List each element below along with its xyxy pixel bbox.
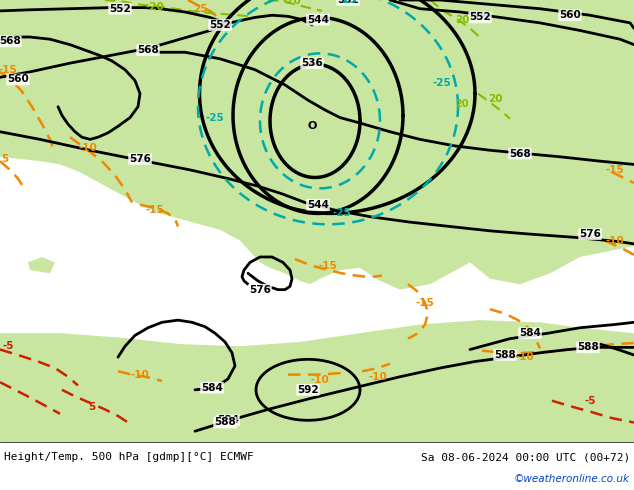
Text: -15: -15 — [319, 261, 337, 270]
Polygon shape — [28, 257, 55, 273]
Text: 552: 552 — [209, 20, 231, 30]
Text: -20: -20 — [146, 1, 164, 12]
Polygon shape — [12, 26, 32, 45]
Text: 552: 552 — [469, 12, 491, 23]
Text: 584: 584 — [217, 416, 239, 425]
Text: -5: -5 — [585, 396, 596, 406]
Text: 544: 544 — [307, 15, 329, 24]
Text: 544: 544 — [307, 200, 329, 210]
Text: 552: 552 — [337, 0, 359, 5]
Text: 584: 584 — [201, 383, 223, 392]
Text: 588: 588 — [214, 417, 236, 427]
Text: O: O — [307, 122, 317, 131]
Text: 568: 568 — [137, 45, 159, 55]
Text: 588: 588 — [577, 343, 599, 352]
Text: 576: 576 — [129, 154, 151, 164]
Text: Height/Temp. 500 hPa [gdmp][°C] ECMWF: Height/Temp. 500 hPa [gdmp][°C] ECMWF — [4, 452, 254, 463]
Text: -15: -15 — [0, 65, 17, 74]
Text: -25: -25 — [333, 208, 351, 219]
Text: 20: 20 — [455, 98, 469, 109]
Text: 568: 568 — [509, 148, 531, 159]
Text: 536: 536 — [301, 58, 323, 68]
Text: -15: -15 — [605, 165, 624, 175]
Text: 20: 20 — [488, 94, 502, 104]
Text: 5: 5 — [1, 154, 9, 164]
Text: 584: 584 — [519, 328, 541, 338]
Text: 552: 552 — [109, 4, 131, 14]
Text: 25: 25 — [193, 4, 207, 14]
Text: 588: 588 — [494, 350, 516, 360]
Text: 592: 592 — [297, 385, 319, 395]
Text: -25: -25 — [339, 0, 358, 5]
Text: 576: 576 — [579, 229, 601, 239]
Text: -15: -15 — [146, 205, 164, 215]
Text: -10: -10 — [515, 352, 534, 362]
Text: -10: -10 — [131, 369, 150, 380]
Text: -10: -10 — [368, 372, 387, 382]
Text: -10: -10 — [79, 143, 98, 153]
Text: -25: -25 — [432, 78, 451, 88]
Text: 5: 5 — [88, 402, 96, 412]
Text: Sa 08-06-2024 00:00 UTC (00+72): Sa 08-06-2024 00:00 UTC (00+72) — [421, 452, 630, 463]
Text: -15: -15 — [416, 298, 434, 308]
Polygon shape — [8, 0, 38, 39]
Text: 20: 20 — [455, 15, 469, 24]
Polygon shape — [0, 320, 634, 442]
Polygon shape — [438, 216, 570, 255]
Polygon shape — [378, 211, 408, 241]
Text: -25: -25 — [205, 113, 224, 122]
Polygon shape — [128, 0, 192, 96]
Text: -10: -10 — [311, 375, 330, 385]
Polygon shape — [0, 0, 634, 290]
Text: -5: -5 — [3, 341, 14, 351]
Text: -20: -20 — [283, 0, 301, 6]
Text: 576: 576 — [249, 285, 271, 294]
Text: 560: 560 — [559, 10, 581, 20]
Polygon shape — [272, 161, 308, 205]
Text: -10: -10 — [605, 236, 624, 245]
Text: ©weatheronline.co.uk: ©weatheronline.co.uk — [514, 474, 630, 485]
Text: 568: 568 — [0, 36, 21, 47]
Polygon shape — [108, 0, 128, 48]
Polygon shape — [210, 0, 634, 121]
Text: 560: 560 — [7, 74, 29, 84]
Polygon shape — [60, 135, 170, 208]
